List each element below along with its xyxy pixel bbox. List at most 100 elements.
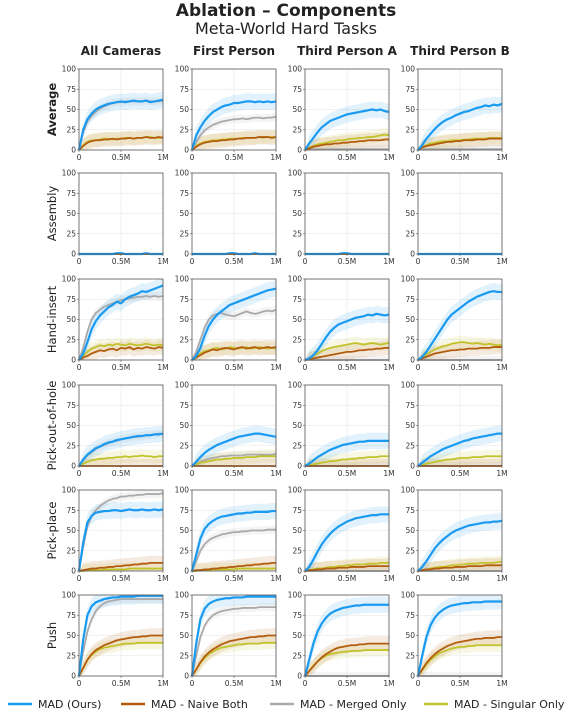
x-tick-label: 0.5M: [112, 257, 130, 266]
row-label-pick-out-of-hole: Pick-out-of-hole: [45, 381, 59, 471]
series-line-mad-naive-both: [304, 642, 389, 677]
band-mad-merged-only: [192, 112, 276, 150]
y-tick-label: 75: [179, 295, 189, 304]
y-tick-label: 25: [292, 335, 302, 344]
y-tick-label: 50: [66, 631, 76, 640]
x-tick-label: 1M: [383, 363, 394, 372]
y-tick-label: 25: [179, 441, 189, 450]
x-tick-label: 1M: [157, 363, 168, 372]
y-tick-label: 75: [179, 506, 189, 515]
y-tick-label: 25: [405, 651, 415, 660]
x-tick-label: 1M: [496, 257, 507, 266]
x-tick-label: 0.5M: [338, 574, 356, 583]
band-mad-ours: [418, 425, 502, 466]
legend-label: MAD - Naive Both: [151, 698, 248, 711]
y-tick-label: 0: [410, 672, 415, 681]
x-tick-label: 1M: [496, 469, 507, 478]
band-mad-merged-only: [305, 461, 389, 466]
y-tick-label: 100: [62, 169, 77, 178]
y-tick-label: 0: [71, 146, 76, 155]
column-header-all-cameras: All Cameras: [81, 44, 161, 58]
band-mad-naive-both: [305, 636, 389, 676]
panel-average-third-person-a: 0 25 50 75 100 0 0.5M 1M: [288, 65, 395, 162]
x-tick-label: 1M: [496, 363, 507, 372]
y-tick-label: 75: [405, 295, 415, 304]
y-tick-label: 25: [66, 125, 76, 134]
y-tick-label: 75: [405, 401, 415, 410]
band-mad-ours: [79, 279, 163, 360]
series-line-mad-ours: [78, 284, 164, 361]
series-line-mad-merged-only: [191, 606, 276, 677]
band-mad-ours: [192, 425, 276, 466]
y-tick-label: 25: [66, 546, 76, 555]
y-tick-label: 75: [405, 85, 415, 94]
y-tick-label: 0: [410, 567, 415, 576]
y-tick-label: 50: [292, 631, 302, 640]
x-tick-label: 1M: [383, 469, 394, 478]
series-line-mad-ours: [417, 102, 503, 151]
series-line-mad-singular-only: [304, 133, 390, 151]
panel-pick-out-of-hole-third-person-a: 0 25 50 75 100 0 0.5M 1M: [288, 381, 395, 478]
series-line-mad-ours: [77, 98, 164, 151]
series-line-mad-merged-only: [304, 148, 389, 151]
y-tick-label: 50: [405, 315, 415, 324]
band-mad-ours: [418, 595, 502, 676]
x-tick-label: 0.5M: [338, 679, 356, 688]
x-tick-label: 0.5M: [112, 679, 130, 688]
y-tick-label: 50: [405, 421, 415, 430]
band-mad-merged-only: [192, 603, 276, 676]
band-mad-ours: [192, 595, 276, 676]
panel-push-first-person: 0 25 50 75 100 0 0.5M 1M: [175, 591, 282, 688]
y-tick-label: 25: [292, 651, 302, 660]
y-tick-label: 0: [297, 356, 302, 365]
y-tick-label: 25: [179, 651, 189, 660]
x-tick-label: 0: [190, 469, 195, 478]
series-line-mad-merged-only: [191, 308, 277, 361]
legend-item-mad-singular-only: MAD - Singular Only: [424, 698, 565, 711]
y-tick-label: 0: [71, 567, 76, 576]
y-tick-label: 100: [401, 486, 416, 495]
panel-grid: All Cameras First Person Third Person A Thi…: [45, 44, 510, 688]
legend-label: MAD - Singular Only: [454, 698, 565, 711]
x-tick-label: 1M: [157, 679, 168, 688]
series-line-mad-naive-both: [191, 634, 276, 677]
y-tick-label: 100: [401, 65, 416, 74]
column-header-third-person-a: Third Person A: [297, 44, 397, 58]
x-tick-label: 0: [303, 574, 308, 583]
y-tick-label: 25: [405, 125, 415, 134]
band-mad-singular-only: [79, 636, 163, 676]
y-tick-label: 0: [297, 250, 302, 259]
band-mad-singular-only: [418, 638, 502, 676]
series-line-mad-merged-only: [78, 598, 163, 677]
series-line-mad-merged-only: [417, 148, 502, 151]
series-line-mad-ours: [77, 594, 163, 677]
x-tick-label: 0: [303, 469, 308, 478]
y-tick-label: 100: [288, 169, 303, 178]
y-tick-label: 25: [66, 229, 76, 238]
y-tick-label: 0: [297, 462, 302, 471]
band-mad-naive-both: [192, 555, 276, 571]
y-tick-label: 25: [292, 441, 302, 450]
panel-push-third-person-b: 0 25 50 75 100 0 0.5M 1M: [401, 591, 508, 688]
x-tick-label: 0: [77, 679, 82, 688]
y-tick-label: 50: [405, 631, 415, 640]
x-tick-label: 0: [190, 679, 195, 688]
y-tick-label: 100: [401, 591, 416, 600]
series-line-mad-singular-only: [417, 644, 502, 677]
y-tick-label: 75: [292, 506, 302, 515]
band-mad-merged-only: [418, 461, 502, 466]
x-tick-label: 0: [77, 469, 82, 478]
y-tick-label: 50: [292, 209, 302, 218]
x-tick-label: 0.5M: [451, 363, 469, 372]
y-tick-label: 75: [179, 189, 189, 198]
series-line-mad-ours: [417, 519, 503, 572]
y-tick-label: 25: [66, 335, 76, 344]
series-line-mad-singular-only: [78, 342, 164, 361]
panel-assembly-third-person-a: 0 25 50 75 100 0 0.5M 1M: [288, 169, 395, 266]
y-tick-label: 100: [288, 275, 303, 284]
x-tick-label: 0: [190, 153, 195, 162]
band-mad-ours: [305, 305, 389, 360]
series-line-mad-naive-both: [78, 562, 163, 572]
panel-hand-insert-first-person: 0 25 50 75 100 0 0.5M 1M: [175, 275, 282, 372]
x-tick-label: 0: [190, 257, 195, 266]
